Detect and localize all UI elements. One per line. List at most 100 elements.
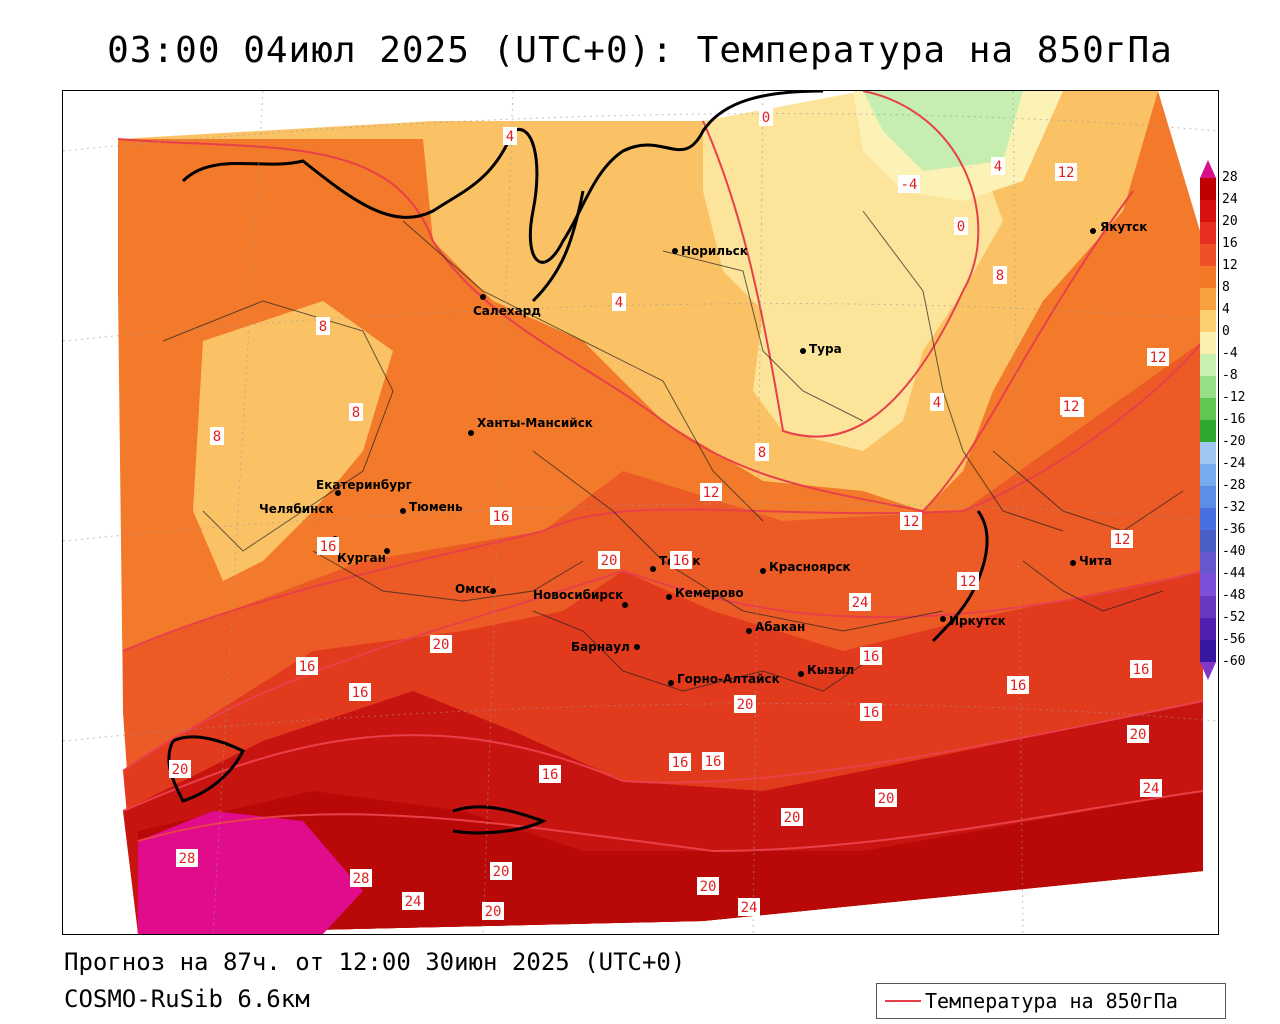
svg-text:16: 16 [299, 659, 316, 675]
svg-text:16: 16 [863, 705, 880, 721]
isoline-label: 20 [1127, 725, 1149, 743]
svg-text:Норильск: Норильск [681, 244, 748, 258]
scale-swatch [1200, 332, 1216, 354]
isoline-label: 28 [176, 849, 198, 867]
isoline-label: 0 [759, 108, 773, 126]
city-abakan: Абакан [746, 620, 805, 634]
city-salekhard: Салехард [473, 294, 541, 318]
svg-text:12: 12 [903, 514, 920, 530]
city-novosibirsk: Новосибирск [533, 588, 628, 608]
svg-text:16: 16 [672, 755, 689, 771]
scale-tick-label: -40 [1222, 544, 1246, 559]
svg-text:0: 0 [762, 110, 770, 126]
city-yekaterinburg: Екатеринбург [316, 478, 412, 496]
svg-text:28: 28 [353, 871, 370, 887]
svg-text:Курган: Курган [337, 551, 386, 565]
city-norilsk: Норильск [672, 244, 748, 258]
isoline-label: 16 [860, 703, 882, 721]
scale-swatch [1200, 420, 1216, 442]
isoline-label: 24 [402, 892, 424, 910]
svg-text:12: 12 [1058, 165, 1075, 181]
isoline-label: 20 [781, 808, 803, 826]
svg-text:16: 16 [352, 685, 369, 701]
city-tyumen: Тюмень [400, 500, 463, 514]
svg-text:16: 16 [863, 649, 880, 665]
scale-tick-label: -44 [1222, 566, 1246, 581]
svg-text:Салехард: Салехард [473, 304, 541, 318]
svg-text:8: 8 [319, 319, 327, 335]
svg-text:Ханты-Мансийск: Ханты-Мансийск [477, 416, 593, 430]
svg-text:20: 20 [737, 697, 754, 713]
isoline-label: 4 [503, 127, 517, 145]
svg-text:12: 12 [1150, 350, 1167, 366]
city-barnaul: Барнаул [571, 640, 640, 654]
isoline-label: 8 [755, 443, 769, 461]
svg-text:28: 28 [179, 851, 196, 867]
scale-tick-label: -32 [1222, 500, 1246, 515]
isoline-label: 16 [490, 507, 512, 525]
svg-text:Екатеринбург: Екатеринбург [316, 478, 412, 492]
svg-text:Якутск: Якутск [1100, 220, 1147, 234]
scale-swatch [1200, 288, 1216, 310]
scale-swatch [1200, 640, 1216, 662]
scale-swatch [1200, 552, 1216, 574]
svg-text:8: 8 [758, 445, 766, 461]
svg-text:Тюмень: Тюмень [409, 500, 463, 514]
scale-swatch [1200, 222, 1216, 244]
svg-text:20: 20 [784, 810, 801, 826]
scale-tick-label: 4 [1222, 302, 1230, 317]
svg-text:24: 24 [405, 894, 422, 910]
scale-tick-label: -24 [1222, 456, 1246, 471]
isoline-label: 16 [317, 537, 339, 555]
isoline-label: 20 [430, 635, 452, 653]
scale-swatch [1200, 200, 1216, 222]
isoline-label: 24 [738, 898, 760, 916]
isoline-label: 12 [900, 512, 922, 530]
scale-tick-label: 12 [1222, 258, 1238, 273]
isoline-label: 16 [349, 683, 371, 701]
legend-label: Температура на 850гПа [925, 989, 1178, 1013]
isoline-label: 16 [1007, 676, 1029, 694]
isoline-label: 16 [860, 647, 882, 665]
svg-text:24: 24 [852, 595, 869, 611]
isoline-label: 4 [612, 293, 626, 311]
svg-text:Барнаул: Барнаул [571, 640, 630, 654]
svg-text:0: 0 [957, 219, 965, 235]
svg-text:4: 4 [994, 159, 1002, 175]
city-yakutsk: Якутск [1090, 220, 1147, 234]
svg-text:16: 16 [542, 767, 559, 783]
svg-text:Кызыл: Кызыл [807, 663, 854, 677]
scale-tick-label: -36 [1222, 522, 1246, 537]
svg-text:16: 16 [1010, 678, 1027, 694]
city-irkutsk: Иркутск [940, 614, 1006, 628]
svg-text:12: 12 [1063, 399, 1080, 415]
isoline-label: 16 [670, 551, 692, 569]
city-khanty-mansiysk: Ханты-Мансийск [468, 416, 593, 436]
svg-text:Тура: Тура [809, 342, 842, 356]
scale-swatch [1200, 354, 1216, 376]
temperature-map: Норильск Якутск Салехард Тура Ханты-Манс… [63, 91, 1218, 934]
scale-top-arrow [1200, 160, 1216, 178]
svg-text:Омск: Омск [455, 582, 490, 596]
svg-text:20: 20 [1130, 727, 1147, 743]
scale-tick-label: -20 [1222, 434, 1246, 449]
city-krasnoyarsk: Красноярск [760, 560, 851, 574]
scale-swatch [1200, 398, 1216, 420]
svg-text:8: 8 [996, 268, 1004, 284]
scale-swatch [1200, 244, 1216, 266]
svg-text:20: 20 [433, 637, 450, 653]
scale-tick-label: 0 [1222, 324, 1230, 339]
isoline-label: 24 [1140, 779, 1162, 797]
isoline-label: 8 [316, 317, 330, 335]
scale-swatch [1200, 530, 1216, 552]
city-chita: Чита [1070, 554, 1112, 568]
scale-swatch [1200, 310, 1216, 332]
scale-swatch [1200, 486, 1216, 508]
svg-text:20: 20 [485, 904, 502, 920]
isoline-label: 12 [957, 572, 979, 590]
svg-text:16: 16 [320, 539, 337, 555]
isoline-label: 12 [1147, 348, 1169, 366]
isoline-label: 4 [991, 157, 1005, 175]
svg-text:Челябинск: Челябинск [259, 502, 334, 516]
isoline-label: 20 [482, 902, 504, 920]
